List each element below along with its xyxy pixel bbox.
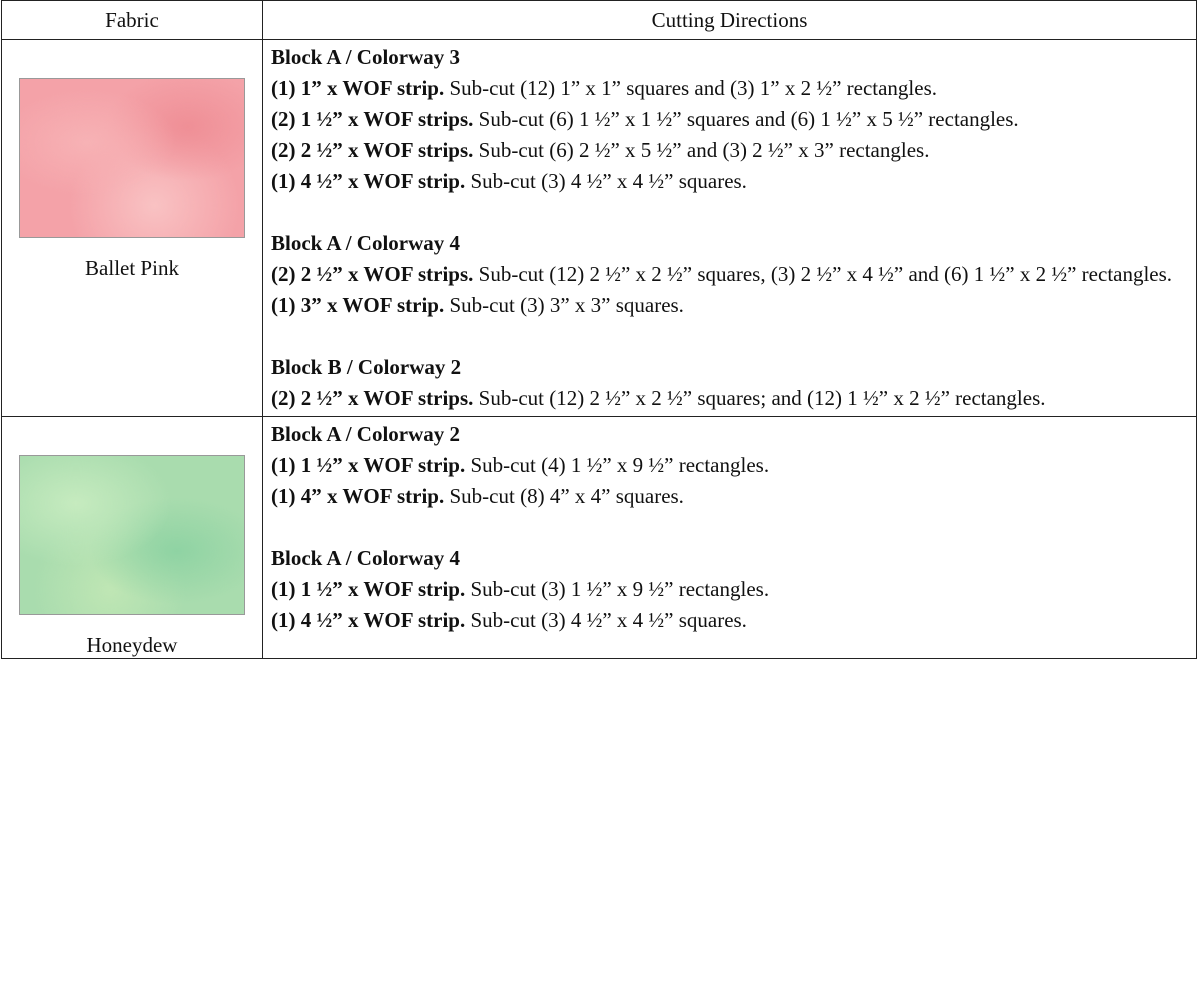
subcut-text: Sub-cut (8) 4” x 4” squares. [449, 484, 684, 508]
section-heading: Block A / Colorway 2 [271, 422, 461, 446]
directions-cell: Block A / Colorway 3 (1) 1” x WOF strip. … [262, 39, 1197, 417]
section-heading: Block A / Colorway 4 [271, 231, 461, 255]
cutting-table: Fabric Cutting Directions Ballet Pink Blo… [1, 0, 1197, 659]
section: Block A / Colorway 3 (1) 1” x WOF strip. … [271, 42, 1188, 197]
fabric-swatch [19, 78, 245, 238]
header-cell: Fabric [1, 0, 263, 40]
fabric-cell: Ballet Pink [1, 39, 263, 417]
instruction: (1) 1 ½” x WOF strip. Sub-cut (3) 1 ½” x… [271, 574, 1188, 605]
section-heading: Block A / Colorway 3 [271, 45, 461, 69]
section-heading: Block A / Colorway 4 [271, 546, 461, 570]
strip-spec: (1) 1 ½” x WOF strip. [271, 453, 466, 477]
fabric-name: Ballet Pink [85, 256, 179, 280]
section: Block A / Colorway 2 (1) 1 ½” x WOF strip… [271, 419, 1188, 512]
instruction: (2) 2 ½” x WOF strips. Sub-cut (12) 2 ½”… [271, 259, 1188, 290]
strip-spec: (2) 1 ½” x WOF strips. [271, 107, 474, 131]
header-row: Fabric Cutting Directions [1, 0, 1197, 40]
strip-spec: (1) 4 ½” x WOF strip. [271, 608, 466, 632]
strip-spec: (2) 2 ½” x WOF strips. [271, 138, 474, 162]
fabric-cell: Honeydew [1, 416, 263, 659]
strip-spec: (2) 2 ½” x WOF strips. [271, 386, 474, 410]
fabric-row: Honeydew Block A / Colorway 2 (1) 1 ½” x W… [1, 416, 1197, 659]
instruction: (1) 3” x WOF strip. Sub-cut (3) 3” x 3” … [271, 290, 1188, 321]
instruction: (1) 1 ½” x WOF strip. Sub-cut (4) 1 ½” x… [271, 450, 1188, 481]
section-heading: Block B / Colorway 2 [271, 355, 462, 379]
directions-cell: Block A / Colorway 2 (1) 1 ½” x WOF strip… [262, 416, 1197, 659]
table-body: Ballet Pink Block A / Colorway 3 (1) 1” x … [1, 39, 1197, 659]
section: Block A / Colorway 4 (1) 1 ½” x WOF strip… [271, 543, 1188, 636]
instruction: (2) 2 ½” x WOF strips. Sub-cut (12) 2 ½”… [271, 383, 1188, 414]
subcut-text: Sub-cut (12) 2 ½” x 2 ½” squares, (3) 2 … [478, 262, 1173, 286]
subcut-text: Sub-cut (3) 4 ½” x 4 ½” squares. [470, 169, 747, 193]
subcut-text: Sub-cut (4) 1 ½” x 9 ½” rectangles. [470, 453, 770, 477]
instruction: (1) 4 ½” x WOF strip. Sub-cut (3) 4 ½” x… [271, 166, 1188, 197]
strip-spec: (1) 3” x WOF strip. [271, 293, 445, 317]
strip-spec: (1) 4 ½” x WOF strip. [271, 169, 466, 193]
subcut-text: Sub-cut (3) 3” x 3” squares. [449, 293, 684, 317]
fabric-name: Honeydew [86, 633, 178, 657]
strip-spec: (2) 2 ½” x WOF strips. [271, 262, 474, 286]
section: Block A / Colorway 4 (2) 2 ½” x WOF strip… [271, 228, 1188, 321]
fabric-swatch [19, 455, 245, 615]
fabric-row: Ballet Pink Block A / Colorway 3 (1) 1” x … [1, 39, 1197, 417]
instruction: (1) 4 ½” x WOF strip. Sub-cut (3) 4 ½” x… [271, 605, 1188, 636]
subcut-text: Sub-cut (3) 1 ½” x 9 ½” rectangles. [470, 577, 770, 601]
subcut-text: Sub-cut (6) 1 ½” x 1 ½” squares and (6) … [478, 107, 1019, 131]
instruction: (1) 4” x WOF strip. Sub-cut (8) 4” x 4” … [271, 481, 1188, 512]
subcut-text: Sub-cut (12) 1” x 1” squares and (3) 1” … [449, 76, 938, 100]
instruction: (1) 1” x WOF strip. Sub-cut (12) 1” x 1”… [271, 73, 1188, 104]
strip-spec: (1) 1” x WOF strip. [271, 76, 445, 100]
header-cell: Cutting Directions [262, 0, 1197, 40]
subcut-text: Sub-cut (6) 2 ½” x 5 ½” and (3) 2 ½” x 3… [478, 138, 930, 162]
strip-spec: (1) 1 ½” x WOF strip. [271, 577, 466, 601]
instruction: (2) 1 ½” x WOF strips. Sub-cut (6) 1 ½” … [271, 104, 1188, 135]
instruction: (2) 2 ½” x WOF strips. Sub-cut (6) 2 ½” … [271, 135, 1188, 166]
strip-spec: (1) 4” x WOF strip. [271, 484, 445, 508]
section: Block B / Colorway 2 (2) 2 ½” x WOF strip… [271, 352, 1188, 414]
subcut-text: Sub-cut (12) 2 ½” x 2 ½” squares; and (1… [478, 386, 1046, 410]
subcut-text: Sub-cut (3) 4 ½” x 4 ½” squares. [470, 608, 747, 632]
